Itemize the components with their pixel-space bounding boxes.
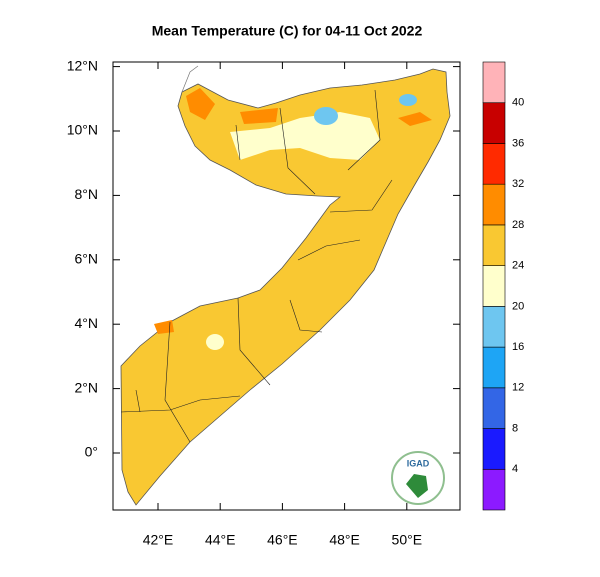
lat-label: 10°N [67,122,98,138]
lat-label: 8°N [75,186,99,202]
colorbar-box [482,183,506,226]
lat-label: 2°N [75,379,99,395]
igad-logo: IGAD [391,451,445,505]
logo-text: IGAD [407,458,430,468]
lat-label: 6°N [75,251,99,267]
colorbar-box [482,143,506,185]
cool-spot [314,107,338,125]
lat-label: 4°N [75,315,99,331]
lon-label: 44°E [205,532,236,548]
region-borders [120,89,393,443]
colorbar-box [482,102,506,144]
lat-label: 0° [85,444,98,460]
warm-zone [398,112,432,126]
colorbar-label: 12 [512,382,524,394]
colorbar-label: 36 [512,137,524,149]
cool-spot [399,94,417,106]
colorbar-label: 20 [512,300,524,312]
colorbar-label: 16 [512,341,524,353]
lon-label: 50°E [392,532,423,548]
colorbar-label: 40 [512,97,524,109]
colorbar-box [482,265,506,307]
colorbar-box [482,428,506,470]
map-area [120,65,451,506]
warm-zone [240,108,278,124]
colorbar-box [482,224,506,266]
colorbar-box [482,468,506,511]
colorbar-label: 28 [512,219,524,231]
cool-spot [206,334,224,350]
lon-label: 46°E [267,532,298,548]
colorbar-label: 8 [512,422,518,434]
somalia-land [120,68,451,506]
cool-zone [230,112,380,160]
colorbar-box [482,346,506,389]
colorbar-label: 32 [512,178,524,190]
map-frame [112,61,461,511]
border-line [181,65,199,93]
colorbar-box [482,387,506,429]
colorbar-box [482,306,506,348]
lon-label: 48°E [329,532,360,548]
lat-label: 12°N [67,57,98,73]
logo-shape [406,474,428,498]
lon-label: 42°E [143,532,174,548]
colorbar-label: 4 [512,463,518,475]
map-title: Mean Temperature (C) for 04-11 Oct 2022 [152,23,423,39]
warm-zone [154,320,174,334]
warm-zone [186,88,215,120]
colorbar-label: 24 [512,260,524,272]
colorbar-box [482,61,506,104]
